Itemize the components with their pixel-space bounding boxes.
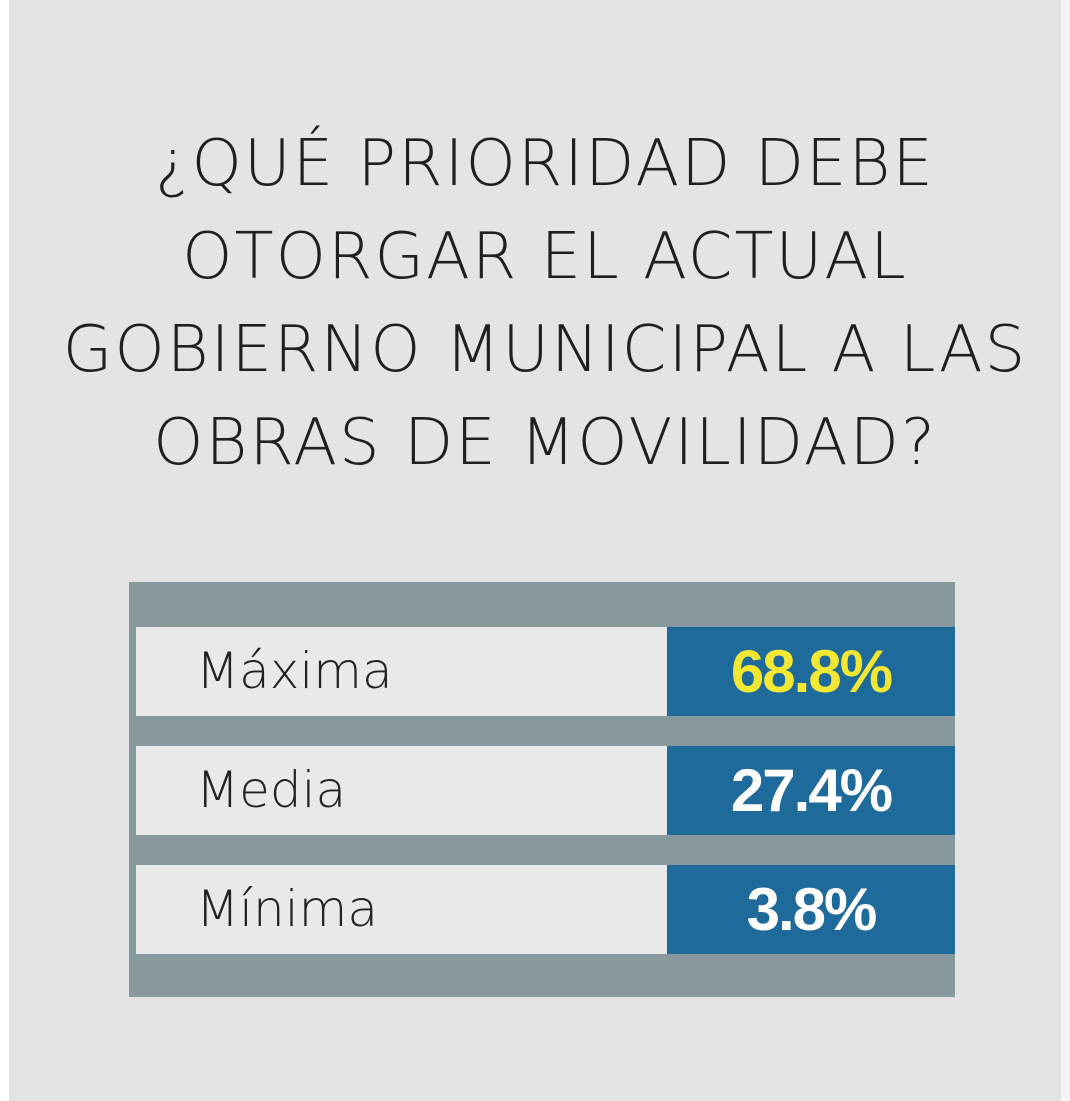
table-row: Máxima 68.8%: [136, 627, 955, 716]
table-row: Mínima 3.8%: [136, 865, 955, 954]
category-label: Máxima: [136, 627, 667, 716]
table-row: Media 27.4%: [136, 746, 955, 835]
infographic-panel: ¿QUÉ PRIORIDAD DEBE OTORGAR EL ACTUAL GO…: [9, 0, 1061, 1101]
results-table: Máxima 68.8% Media 27.4% Mínima 3.8%: [129, 582, 955, 997]
value-label: 68.8%: [667, 627, 955, 716]
category-label: Media: [136, 746, 667, 835]
chart-title: ¿QUÉ PRIORIDAD DEBE OTORGAR EL ACTUAL GO…: [62, 127, 1028, 480]
category-label: Mínima: [136, 865, 667, 954]
page-edge: [1061, 0, 1070, 1101]
value-label: 3.8%: [667, 865, 955, 954]
value-label: 27.4%: [667, 746, 955, 835]
